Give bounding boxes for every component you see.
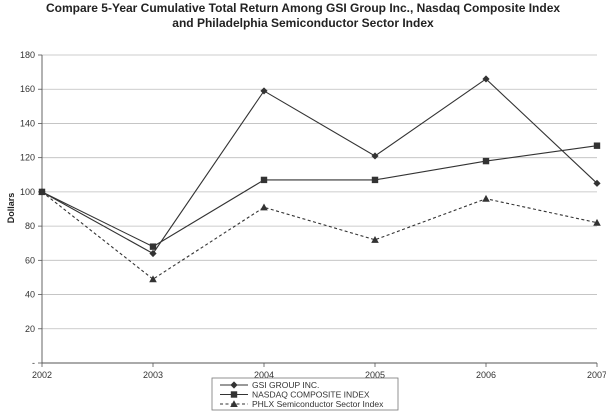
legend: GSI GROUP INC.NASDAQ COMPOSITE INDEXPHLX…	[211, 377, 399, 411]
data-point	[482, 194, 490, 202]
chart-title-line-2: and Philadelphia Semiconductor Sector In…	[172, 16, 434, 30]
data-point	[371, 176, 379, 184]
data-point	[260, 176, 268, 184]
y-tick-label: 40	[25, 290, 35, 300]
legend-item: NASDAQ COMPOSITE INDEX	[220, 390, 370, 400]
data-point	[149, 243, 157, 250]
y-tick-label: 140	[20, 118, 35, 128]
series-1	[38, 75, 601, 258]
series-2	[38, 142, 601, 250]
legend-label: GSI GROUP INC.	[252, 380, 319, 390]
gridlines	[42, 54, 597, 364]
series-group	[38, 75, 601, 283]
data-point	[593, 142, 601, 149]
series-line	[41, 191, 598, 280]
legend-marker	[230, 400, 238, 408]
legend-marker	[230, 381, 238, 389]
data-point	[260, 87, 268, 95]
legend-marker	[230, 391, 238, 398]
data-point	[482, 75, 490, 83]
data-point	[482, 157, 490, 165]
series-line	[41, 145, 598, 248]
series-line	[41, 78, 598, 255]
data-point	[260, 203, 268, 211]
series-3	[38, 188, 601, 283]
data-point	[371, 236, 379, 243]
data-point	[593, 218, 601, 226]
y-tick-label: 20	[25, 324, 35, 334]
x-tick-label: 2002	[32, 370, 52, 380]
x-tick-label: 2005	[365, 370, 385, 380]
chart-title-line-1: Compare 5-Year Cumulative Total Return A…	[45, 1, 561, 15]
y-axis-label: Dollars	[6, 193, 16, 224]
y-tick-labels: - 20 40 60 80 100 120 140 160 180	[20, 50, 35, 368]
y-tick-label: 180	[20, 50, 35, 60]
y-tick-label: 60	[25, 255, 35, 265]
data-point	[38, 188, 46, 195]
y-tick-label: -	[32, 358, 35, 368]
x-tick-label: 2007	[587, 370, 606, 380]
legend-label: NASDAQ COMPOSITE INDEX	[252, 390, 370, 400]
x-tick-labels: 2002 2003 2004 2005 2006 2007	[32, 370, 606, 380]
data-point	[371, 152, 379, 160]
chart-title: Compare 5-Year Cumulative Total Return A…	[0, 1, 606, 31]
axes	[38, 54, 598, 367]
x-tick-label: 2006	[476, 370, 496, 380]
y-tick-label: 160	[20, 84, 35, 94]
x-tick-label: 2004	[254, 370, 274, 380]
y-tick-label: 100	[20, 187, 35, 197]
legend-item: PHLX Semiconductor Sector Index	[220, 399, 384, 409]
data-point	[149, 249, 157, 258]
x-tick-label: 2003	[143, 370, 163, 380]
legend-label: PHLX Semiconductor Sector Index	[252, 399, 384, 409]
data-point	[593, 179, 601, 187]
legend-item: GSI GROUP INC.	[220, 380, 319, 390]
data-point	[149, 275, 157, 283]
y-tick-label: 80	[25, 221, 35, 231]
y-tick-label: 120	[20, 153, 35, 163]
